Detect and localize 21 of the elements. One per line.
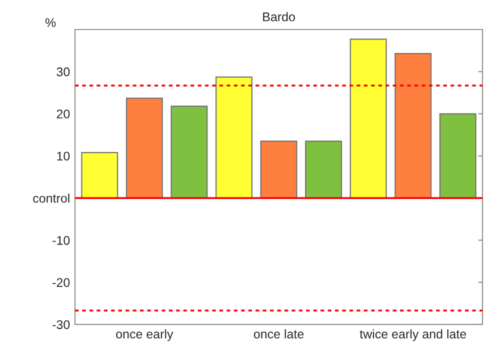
y-tick-label: -20 bbox=[52, 278, 70, 287]
bar bbox=[216, 76, 252, 199]
bar bbox=[305, 140, 342, 199]
y-tick-label: 30 bbox=[56, 67, 70, 76]
y-tick-label: 20 bbox=[56, 110, 70, 118]
y-axis-title: % bbox=[45, 18, 56, 27]
y-tick-label: -10 bbox=[52, 236, 70, 245]
x-tick-label: once early bbox=[116, 329, 174, 341]
x-tick-label: once late bbox=[254, 329, 304, 338]
y-tick-label: 10 bbox=[57, 152, 70, 161]
bar bbox=[126, 98, 163, 199]
bar bbox=[439, 113, 476, 199]
y-tick-label: control bbox=[33, 194, 70, 203]
chart-title: Bardo bbox=[263, 12, 295, 22]
bar bbox=[394, 52, 432, 199]
bar bbox=[81, 152, 118, 199]
y-tick-label: -30 bbox=[52, 320, 70, 330]
x-tick-label: twice early and late bbox=[360, 329, 466, 341]
bar bbox=[350, 38, 387, 199]
bar bbox=[260, 140, 298, 199]
bar bbox=[170, 106, 208, 199]
